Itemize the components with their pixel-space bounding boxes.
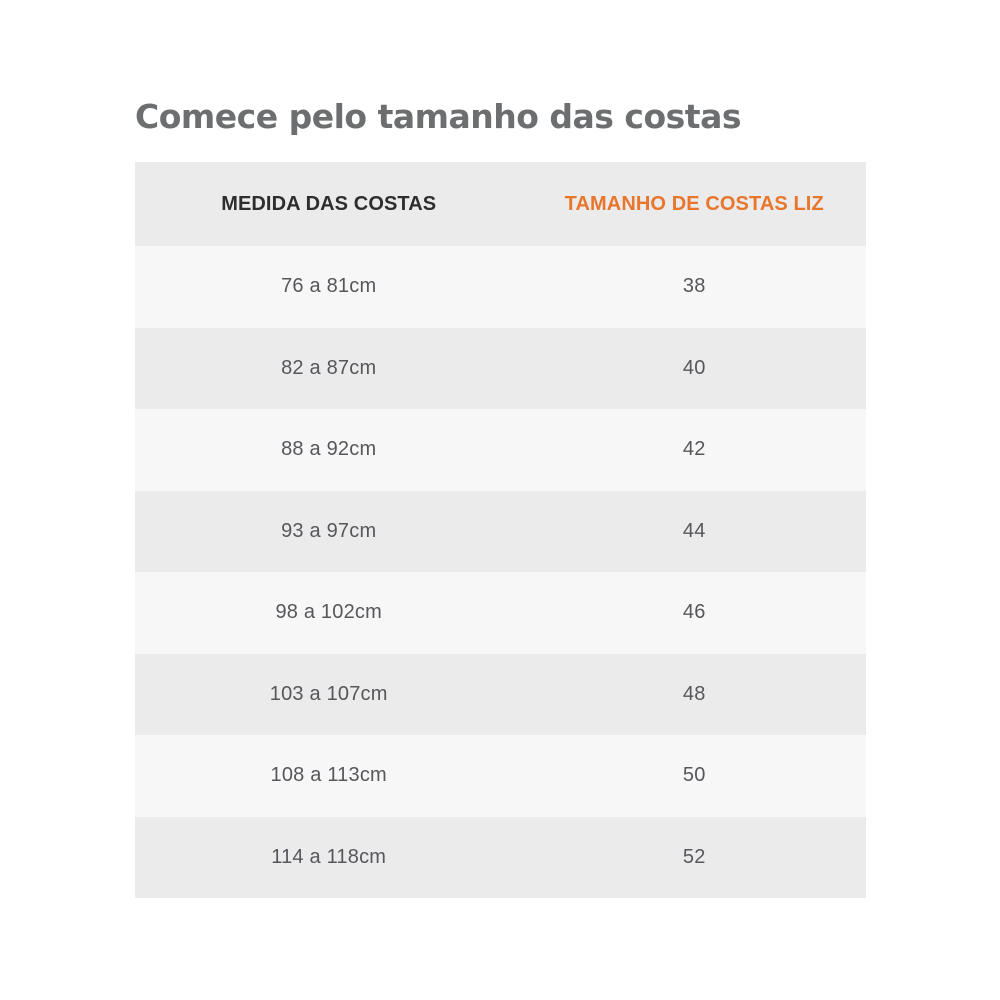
table-row: 82 a 87cm 40 xyxy=(135,327,866,409)
cell-medida: 103 a 107cm xyxy=(269,682,388,705)
cell-tamanho: 44 xyxy=(682,519,706,542)
page-title: Comece pelo tamanho das costas xyxy=(135,97,742,136)
cell-tamanho: 48 xyxy=(682,682,706,705)
cell-medida: 114 a 118cm xyxy=(271,845,387,868)
table-row: 93 a 97cm 44 xyxy=(135,490,866,572)
cell-tamanho: 52 xyxy=(682,845,706,868)
cell-tamanho: 46 xyxy=(682,601,706,624)
cell-tamanho: 42 xyxy=(682,438,706,461)
cell-medida: 76 a 81cm xyxy=(281,275,377,298)
table-row: 114 a 118cm 52 xyxy=(135,816,866,898)
table-row: 98 a 102cm 46 xyxy=(135,572,866,654)
table-row: 88 a 92cm 42 xyxy=(135,409,866,491)
cell-tamanho: 50 xyxy=(682,764,706,787)
cell-tamanho: 40 xyxy=(682,356,706,379)
cell-medida: 98 a 102cm xyxy=(275,601,382,624)
table-header-row: MEDIDA DAS COSTAS TAMANHO DE COSTAS LIZ xyxy=(135,162,866,246)
cell-medida: 93 a 97cm xyxy=(281,519,377,542)
cell-medida: 108 a 113cm xyxy=(270,764,387,787)
table-row: 76 a 81cm 38 xyxy=(135,246,866,328)
column-header-medida-das-costas: MEDIDA DAS COSTAS xyxy=(221,192,437,215)
cell-medida: 88 a 92cm xyxy=(281,438,377,461)
cell-tamanho: 38 xyxy=(682,275,706,298)
table-row: 103 a 107cm 48 xyxy=(135,653,866,735)
column-header-tamanho-de-costas-liz: TAMANHO DE COSTAS LIZ xyxy=(564,192,824,215)
table-row: 108 a 113cm 50 xyxy=(135,735,866,817)
size-chart-table: MEDIDA DAS COSTAS TAMANHO DE COSTAS LIZ … xyxy=(135,162,866,898)
cell-medida: 82 a 87cm xyxy=(281,356,377,379)
